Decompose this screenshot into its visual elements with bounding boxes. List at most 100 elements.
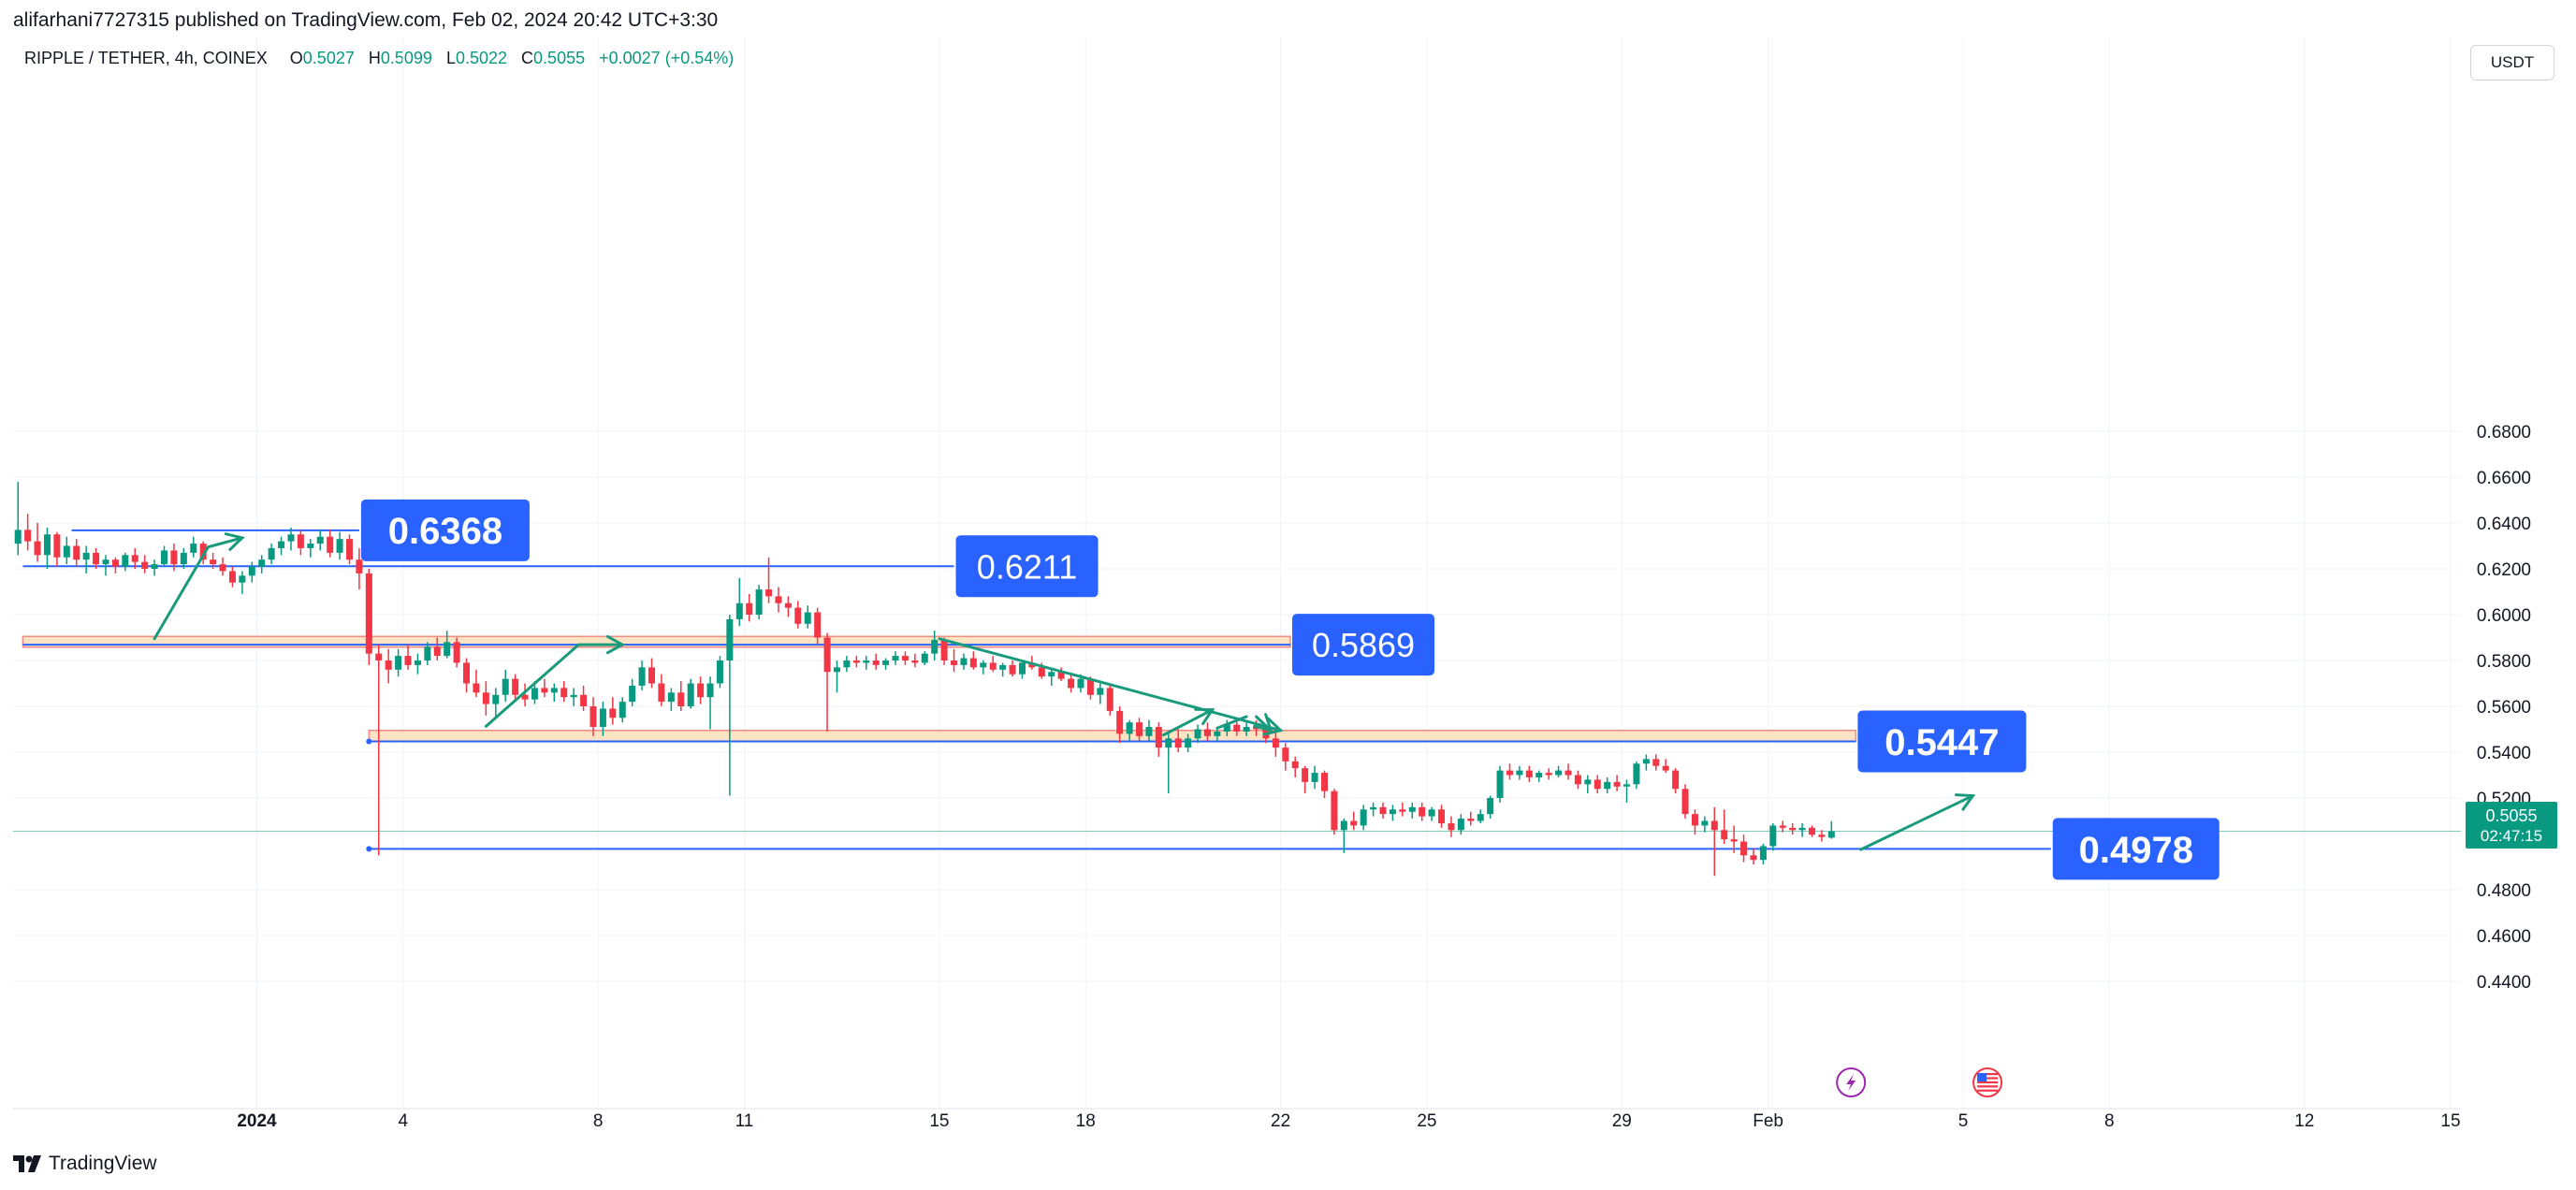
candle (892, 651, 899, 665)
level-label-text: 0.5447 (1885, 722, 1999, 763)
candle-body (1370, 806, 1377, 810)
candle-body (1068, 678, 1075, 689)
candle-body (482, 692, 489, 704)
trend-arrow (1215, 715, 1248, 730)
candle (131, 547, 138, 569)
candle (1516, 765, 1523, 780)
candle-body (1302, 768, 1309, 782)
candle-body (1808, 827, 1815, 835)
candle (521, 683, 529, 706)
candle (1594, 775, 1601, 794)
candle (1584, 775, 1592, 794)
candle (1272, 729, 1279, 757)
candle-body (492, 694, 500, 704)
symbol-name[interactable]: RIPPLE / TETHER, 4h, COINEX (24, 49, 268, 67)
x-axis[interactable]: 2024 4 8 11 15 18 22 25 29 Feb 5 8 12 15 (13, 1108, 2461, 1131)
candle-body (1145, 727, 1153, 736)
candle-body (1613, 781, 1621, 787)
candle (239, 571, 246, 594)
candle (999, 662, 1007, 677)
candle (63, 536, 70, 565)
arrow-head (1253, 713, 1273, 733)
candle-body (697, 683, 705, 698)
candle (872, 653, 880, 670)
candle (560, 681, 568, 703)
candle-body (24, 530, 32, 542)
candle-body (1155, 727, 1162, 748)
candle-body (1818, 834, 1826, 837)
candle-body (1253, 727, 1260, 730)
y-tick-label: 0.5400 (2477, 744, 2531, 763)
candle-body (706, 683, 714, 698)
candle (1408, 802, 1416, 820)
candle (1331, 789, 1338, 835)
candle-body (1759, 846, 1767, 861)
candle-body (395, 656, 402, 670)
candle-body (297, 534, 304, 548)
candle-body (512, 678, 519, 695)
candle (951, 648, 958, 673)
candle-body (73, 545, 80, 560)
trend-arrow (1859, 793, 1976, 851)
candle (356, 547, 363, 590)
y-tick-label: 0.4800 (2477, 881, 2531, 901)
candle (823, 632, 831, 732)
x-tick-label: 22 (1271, 1111, 1290, 1131)
candle (1320, 770, 1328, 798)
candle-body (969, 658, 977, 668)
y-axis[interactable]: 0.6800 0.6600 0.6400 0.6200 0.6000 0.5800 0.56… (2477, 423, 2531, 993)
candle (843, 656, 851, 673)
candle (1185, 733, 1192, 752)
candle (882, 658, 890, 670)
price-zone (368, 729, 1857, 742)
candle-body (784, 602, 792, 608)
candle (570, 688, 577, 706)
candle-body (111, 559, 119, 567)
candle-body (63, 545, 70, 558)
arrow-head (1262, 717, 1284, 736)
us-flag-icon[interactable] (1972, 1067, 2003, 1097)
candle-body (1214, 731, 1221, 736)
tradingview-logo[interactable]: TradingView (13, 1153, 157, 1175)
candle-body (1448, 822, 1455, 831)
tradingview-logo-icon (13, 1155, 41, 1172)
candle-body (375, 653, 383, 660)
candle-body (414, 660, 421, 665)
candle (629, 678, 636, 706)
candle-body (1827, 831, 1835, 838)
candle-body (502, 678, 509, 695)
candle-body (1408, 806, 1416, 812)
candle-body (34, 541, 41, 556)
candle-body (1565, 770, 1572, 776)
level-label-bg (1292, 614, 1435, 676)
candle (53, 531, 61, 567)
candle (1379, 802, 1387, 820)
candle-body (1018, 662, 1026, 675)
candle (1565, 763, 1572, 780)
candle (385, 648, 392, 684)
candle-body (794, 607, 802, 624)
candle-body (1057, 672, 1065, 679)
candle-body (1691, 814, 1698, 826)
candle (863, 656, 870, 670)
candle (931, 631, 939, 660)
level-label-bg (1857, 710, 2027, 773)
candle (580, 685, 588, 711)
candle-body (726, 618, 734, 660)
candle-body (53, 534, 61, 558)
x-tick-label: 18 (1076, 1111, 1096, 1131)
candle-body (404, 656, 412, 665)
trend-arrows (153, 532, 1976, 851)
candle (1340, 819, 1347, 853)
currency-button[interactable]: USDT (2470, 45, 2554, 80)
candle (1496, 765, 1504, 803)
candle (512, 674, 519, 700)
x-tick-label: 15 (929, 1111, 949, 1131)
candle-body (1477, 814, 1484, 821)
lightning-icon[interactable] (1836, 1067, 1867, 1097)
candle-body (775, 596, 782, 603)
candle-body (901, 656, 909, 660)
candle-body (1009, 664, 1016, 675)
candle-body (43, 534, 51, 556)
